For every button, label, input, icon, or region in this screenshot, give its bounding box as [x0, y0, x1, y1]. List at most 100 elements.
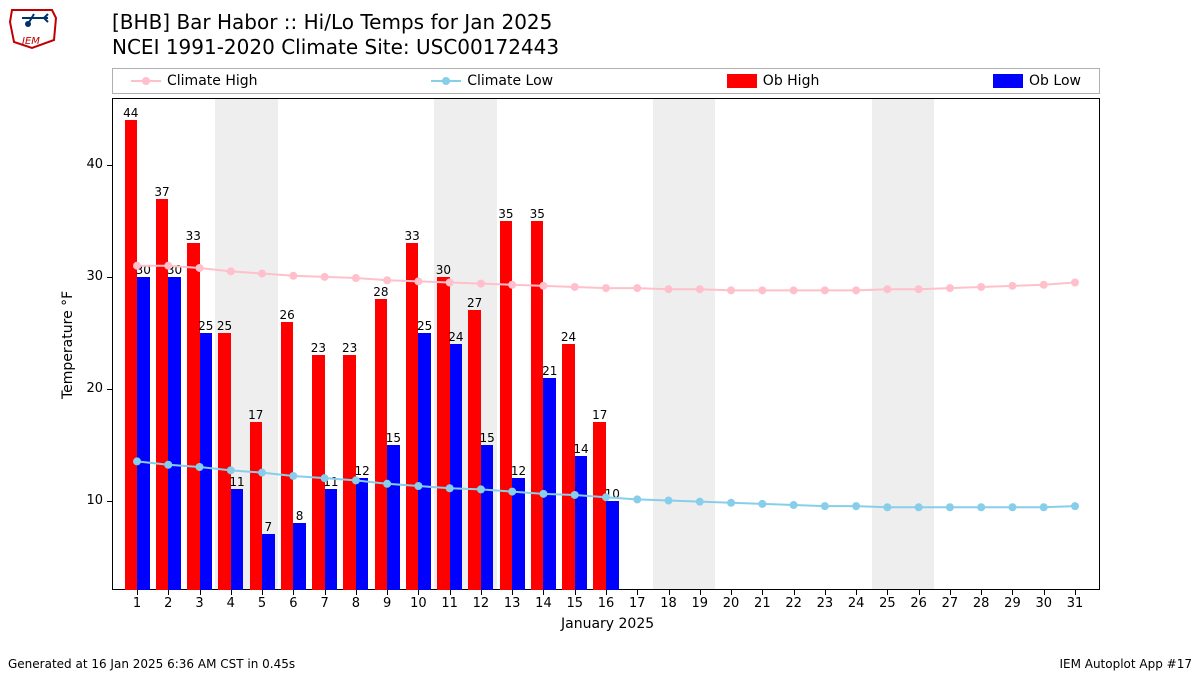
climate-low-marker: [821, 502, 829, 510]
ob-low-bar: [387, 445, 400, 590]
ob-low-bar-label: 14: [573, 442, 588, 456]
ob-low-bar: [231, 489, 244, 590]
ob-high-bar-label: 23: [342, 341, 357, 355]
ob-high-bar: [500, 221, 513, 590]
ob-high-bar-label: 44: [123, 106, 138, 120]
ob-low-bar-label: 25: [417, 319, 432, 333]
ob-low-bar-label: 12: [511, 464, 526, 478]
ob-low-bar: [356, 478, 369, 590]
ob-high-bar-label: 27: [467, 296, 482, 310]
xtick-label: 23: [813, 596, 837, 611]
climate-low-marker: [977, 503, 985, 511]
ob-high-bar-label: 23: [311, 341, 326, 355]
ob-low-bar: [543, 378, 556, 590]
climate-low-marker: [633, 495, 641, 503]
ob-high-bar-label: 24: [561, 330, 576, 344]
ob-low-bar-label: 10: [605, 487, 620, 501]
ob-high-bar-label: 28: [373, 285, 388, 299]
ob-low-bar-label: 25: [198, 319, 213, 333]
xtick-label: 14: [531, 596, 555, 611]
xtick-label: 21: [750, 596, 774, 611]
legend-label: Climate Low: [467, 73, 553, 89]
ob-high-bar: [250, 422, 263, 590]
xtick-label: 24: [844, 596, 868, 611]
climate-low-marker: [852, 502, 860, 510]
ob-high-bar-label: 26: [279, 308, 294, 322]
ob-low-bar: [325, 489, 338, 590]
legend-item: Ob Low: [993, 73, 1081, 89]
x-axis-label: January 2025: [561, 616, 654, 632]
ob-low-bar-label: 11: [229, 475, 244, 489]
ob-high-bar: [156, 199, 169, 590]
ob-low-bar: [450, 344, 463, 590]
legend-item: Climate Low: [431, 73, 553, 89]
ob-low-bar: [512, 478, 525, 590]
climate-high-line: [137, 266, 1075, 291]
legend-item: Climate High: [131, 73, 258, 89]
ob-low-bar: [168, 277, 181, 590]
ytick-label: 20: [73, 381, 103, 396]
xtick-label: 10: [406, 596, 430, 611]
ob-high-bar: [218, 333, 231, 590]
xtick-label: 7: [313, 596, 337, 611]
climate-high-marker: [321, 273, 329, 281]
climate-low-marker: [1040, 503, 1048, 511]
ob-low-bar: [200, 333, 213, 590]
xtick-label: 19: [688, 596, 712, 611]
ob-low-bar-label: 12: [354, 464, 369, 478]
xtick-label: 13: [500, 596, 524, 611]
ob-high-bar-label: 17: [592, 408, 607, 422]
y-axis-label: Temperature °F: [60, 291, 76, 399]
climate-low-marker: [727, 499, 735, 507]
xtick-label: 20: [719, 596, 743, 611]
ob-high-bar: [375, 299, 388, 590]
ob-high-bar: [437, 277, 450, 590]
xtick-label: 17: [625, 596, 649, 611]
xtick-label: 1: [125, 596, 149, 611]
ob-high-bar-label: 35: [498, 207, 513, 221]
ob-low-bar: [262, 534, 275, 590]
climate-high-marker: [1071, 279, 1079, 287]
xtick-label: 3: [188, 596, 212, 611]
xtick-label: 31: [1063, 596, 1087, 611]
climate-high-marker: [602, 284, 610, 292]
xtick-label: 11: [438, 596, 462, 611]
climate-high-marker: [571, 283, 579, 291]
ob-high-bar-label: 17: [248, 408, 263, 422]
title-line1: [BHB] Bar Habor :: Hi/Lo Temps for Jan 2…: [112, 10, 559, 35]
ob-low-bar: [575, 456, 588, 590]
ob-low-bar-label: 15: [480, 431, 495, 445]
ob-high-bar-label: 33: [405, 229, 420, 243]
climate-low-marker: [946, 503, 954, 511]
svg-text:IEM: IEM: [22, 36, 40, 47]
legend-label: Climate High: [167, 73, 258, 89]
weekend-band: [653, 98, 716, 590]
climate-high-marker: [790, 286, 798, 294]
ob-low-bar-label: 21: [542, 364, 557, 378]
ob-low-bar: [606, 501, 619, 590]
ob-low-bar-label: 8: [296, 509, 304, 523]
ob-low-bar-label: 15: [386, 431, 401, 445]
ob-high-bar: [531, 221, 544, 590]
ob-high-bar: [593, 422, 606, 590]
xtick-label: 26: [907, 596, 931, 611]
xtick-label: 5: [250, 596, 274, 611]
ob-low-bar: [293, 523, 306, 590]
climate-low-marker: [790, 501, 798, 509]
xtick-label: 22: [782, 596, 806, 611]
xtick-label: 18: [657, 596, 681, 611]
iem-logo: IEM: [4, 4, 60, 50]
xtick-label: 8: [344, 596, 368, 611]
climate-high-marker: [977, 283, 985, 291]
xtick-label: 9: [375, 596, 399, 611]
xtick-label: 15: [563, 596, 587, 611]
legend-label: Ob Low: [1029, 73, 1081, 89]
ob-low-bar-label: 11: [323, 475, 338, 489]
xtick-label: 2: [156, 596, 180, 611]
xtick-label: 25: [875, 596, 899, 611]
climate-high-marker: [1008, 282, 1016, 290]
climate-low-marker: [1071, 502, 1079, 510]
xtick-label: 6: [281, 596, 305, 611]
climate-high-marker: [352, 274, 360, 282]
ob-high-bar-label: 37: [154, 185, 169, 199]
